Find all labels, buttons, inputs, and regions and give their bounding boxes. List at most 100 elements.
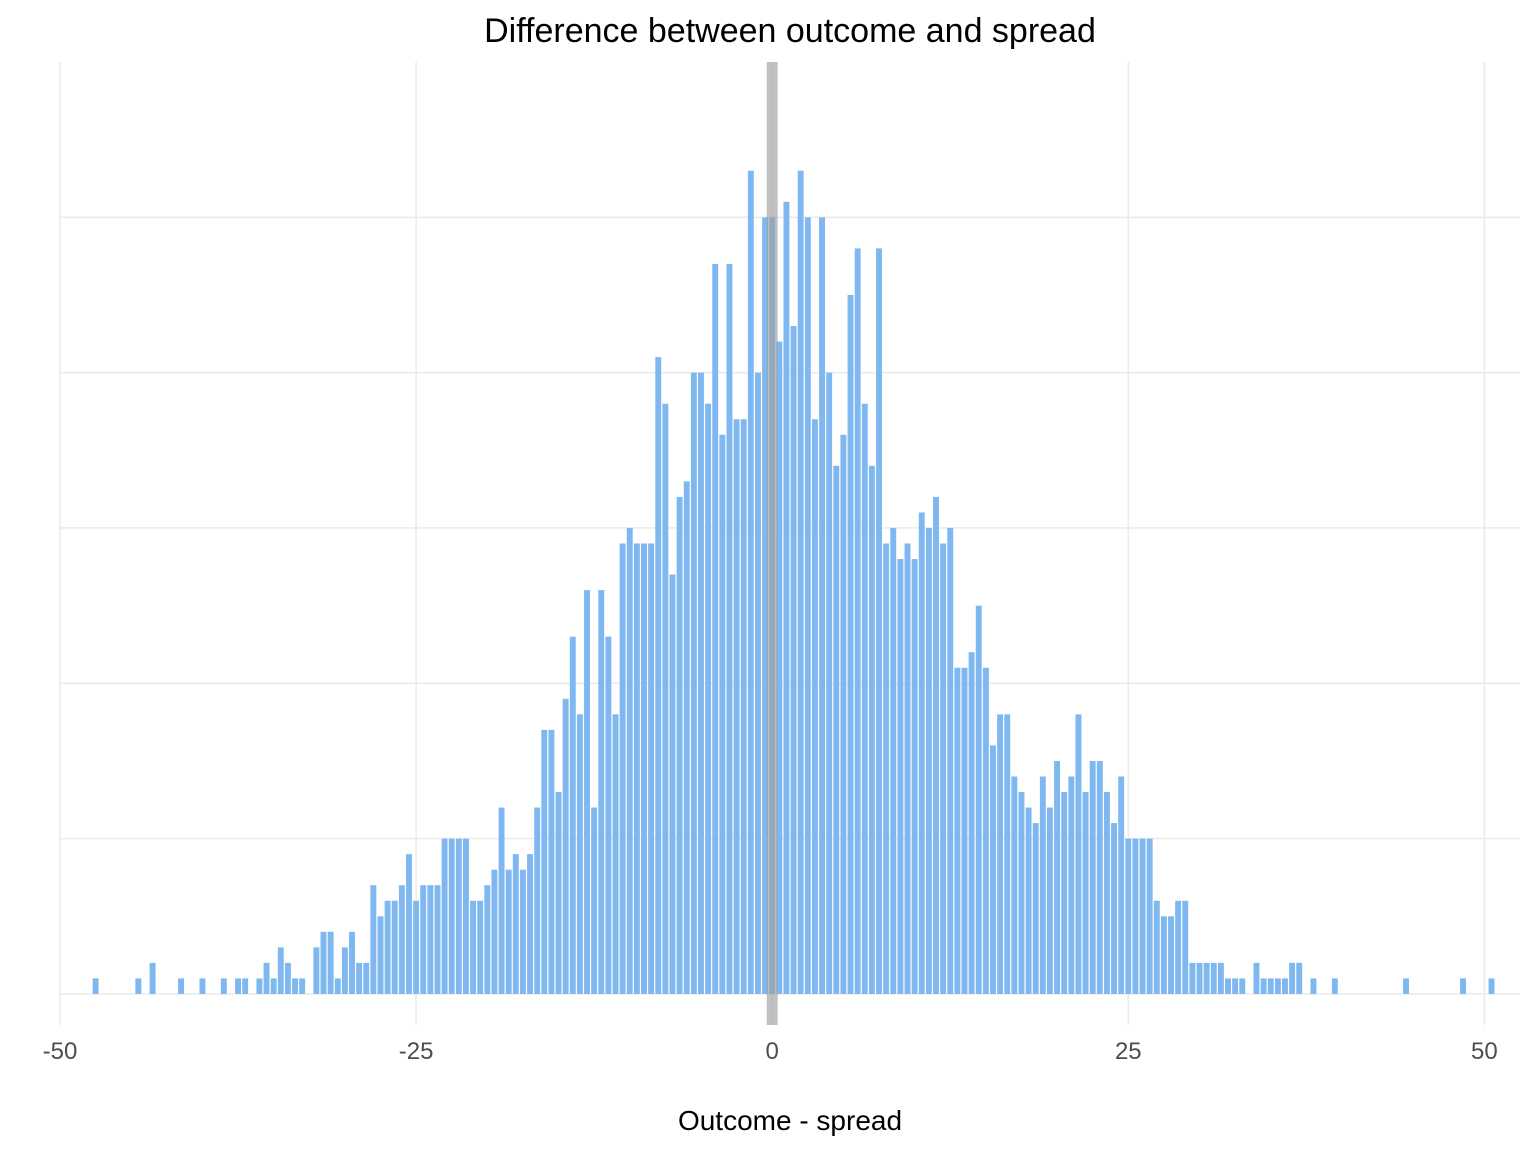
histogram-bar bbox=[413, 900, 420, 994]
histogram-bar bbox=[1403, 978, 1410, 994]
histogram-bar bbox=[904, 543, 911, 994]
histogram-bar bbox=[940, 543, 947, 994]
histogram-bar bbox=[997, 714, 1004, 994]
histogram-bar bbox=[683, 481, 690, 994]
histogram-bar bbox=[92, 978, 99, 994]
histogram-bar bbox=[740, 419, 747, 994]
histogram-bar bbox=[1168, 916, 1174, 994]
histogram-bar bbox=[1260, 978, 1267, 994]
histogram-bar bbox=[961, 667, 968, 994]
histogram-bars bbox=[92, 170, 1495, 994]
histogram-bar bbox=[1175, 900, 1182, 994]
histogram-bar bbox=[470, 900, 477, 994]
histogram-bar bbox=[633, 543, 640, 994]
histogram-bar bbox=[576, 714, 583, 994]
histogram-bar bbox=[776, 341, 783, 994]
histogram-bar bbox=[1196, 962, 1203, 994]
histogram-bar bbox=[384, 900, 391, 994]
histogram-bar bbox=[918, 512, 925, 994]
histogram-bar bbox=[797, 170, 804, 994]
histogram-bar bbox=[1182, 900, 1189, 994]
x-tick-label: 0 bbox=[766, 1038, 779, 1065]
histogram-bar bbox=[455, 838, 462, 994]
histogram-bar bbox=[705, 403, 712, 994]
histogram-bar bbox=[327, 931, 334, 994]
histogram-bar bbox=[263, 962, 270, 994]
histogram-bar bbox=[1310, 978, 1317, 994]
histogram-bar bbox=[1075, 714, 1082, 994]
histogram-bar bbox=[790, 326, 797, 994]
x-tick-label: -50 bbox=[43, 1038, 78, 1065]
histogram-bar bbox=[391, 900, 398, 994]
x-axis-title: Outcome - spread bbox=[678, 1105, 902, 1136]
histogram-bar bbox=[299, 978, 306, 994]
histogram-bar bbox=[947, 527, 954, 994]
histogram-bar bbox=[1488, 978, 1495, 994]
histogram-bar bbox=[954, 667, 961, 994]
histogram-bar bbox=[1082, 792, 1089, 994]
histogram-bar bbox=[804, 217, 811, 994]
histogram-bar bbox=[292, 978, 298, 994]
histogram-bar bbox=[669, 574, 676, 994]
histogram-bar bbox=[819, 217, 826, 994]
histogram-bar bbox=[890, 527, 897, 994]
histogram-bar bbox=[690, 372, 697, 994]
histogram-bar bbox=[925, 527, 932, 994]
histogram-bar bbox=[1139, 838, 1146, 994]
histogram-bar bbox=[363, 962, 370, 994]
histogram-bar bbox=[868, 465, 875, 994]
histogram-bar bbox=[498, 807, 505, 994]
histogram-bar bbox=[1125, 838, 1132, 994]
histogram-bar bbox=[662, 403, 669, 994]
histogram-bar bbox=[747, 170, 754, 994]
histogram-bar bbox=[847, 294, 854, 994]
histogram-bar bbox=[178, 978, 185, 994]
histogram-bar bbox=[811, 419, 818, 994]
histogram-bar bbox=[975, 605, 982, 994]
histogram-bar bbox=[349, 931, 355, 994]
histogram-bar bbox=[1189, 962, 1196, 994]
histogram-bar bbox=[619, 543, 626, 994]
histogram-bar bbox=[484, 885, 491, 994]
histogram-bar bbox=[398, 885, 405, 994]
histogram-bar bbox=[1217, 962, 1224, 994]
histogram-bar bbox=[733, 419, 740, 994]
histogram-bar bbox=[420, 885, 427, 994]
x-tick-label: -25 bbox=[399, 1038, 434, 1065]
histogram-bar bbox=[1210, 962, 1217, 994]
histogram-bar bbox=[562, 698, 569, 994]
histogram-bar bbox=[277, 947, 284, 994]
histogram-bar bbox=[990, 745, 996, 994]
histogram-bar bbox=[441, 838, 448, 994]
histogram-bar bbox=[370, 885, 377, 994]
histogram-bar bbox=[448, 838, 455, 994]
histogram-bar bbox=[320, 931, 327, 994]
histogram-bar bbox=[235, 978, 242, 994]
histogram-bar bbox=[1039, 776, 1046, 994]
histogram-bar bbox=[1111, 823, 1118, 994]
histogram-bar bbox=[726, 263, 733, 994]
histogram-bar bbox=[519, 869, 526, 994]
histogram-bar bbox=[676, 496, 683, 994]
histogram-bar bbox=[356, 962, 363, 994]
histogram-bar bbox=[377, 916, 384, 994]
histogram-bar bbox=[897, 559, 904, 994]
histogram-bar bbox=[826, 372, 833, 994]
histogram-bar bbox=[911, 559, 918, 994]
histogram-bar bbox=[548, 729, 555, 994]
histogram-bar bbox=[648, 543, 655, 994]
histogram-bar bbox=[555, 792, 562, 994]
histogram-bar bbox=[1089, 760, 1096, 994]
histogram-bar bbox=[641, 543, 647, 994]
histogram-bar bbox=[1232, 978, 1239, 994]
histogram-bar bbox=[1046, 807, 1053, 994]
histogram-bar bbox=[605, 636, 612, 994]
histogram-bar bbox=[883, 543, 890, 994]
histogram-bar bbox=[1160, 916, 1167, 994]
histogram-bar bbox=[1267, 978, 1274, 994]
histogram-bar bbox=[1289, 962, 1296, 994]
histogram-bar bbox=[1153, 900, 1160, 994]
histogram-bar bbox=[968, 652, 975, 994]
